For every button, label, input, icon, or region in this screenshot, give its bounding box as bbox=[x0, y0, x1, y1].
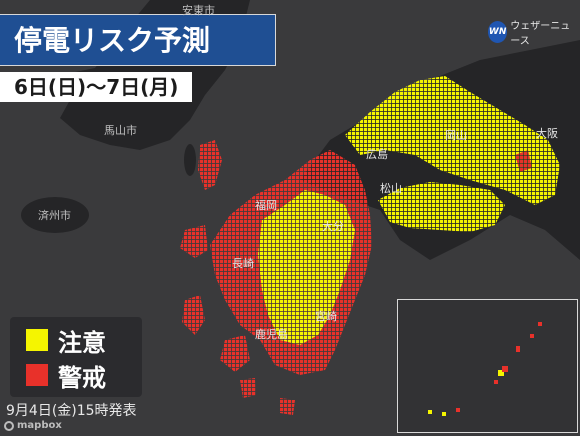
east-red-patch bbox=[515, 150, 532, 172]
legend-item-warning: 警戒 bbox=[26, 360, 106, 392]
city-label-osaka: 大阪 bbox=[536, 127, 558, 140]
issued-time: 9月4日(金)15時発表 bbox=[6, 403, 137, 419]
brand-name: ウェザーニュース bbox=[510, 21, 571, 47]
city-label-masan: 馬山市 bbox=[104, 124, 137, 137]
jeju-island bbox=[21, 197, 89, 233]
city-label-fukuoka: 福岡 bbox=[255, 199, 277, 212]
legend-label-warning: 警戒 bbox=[58, 363, 106, 392]
inset-islands bbox=[428, 322, 542, 416]
shikoku-caution bbox=[378, 182, 505, 232]
wn-logo-icon: WN bbox=[488, 21, 508, 43]
city-label-okayama: 岡山 bbox=[445, 129, 467, 142]
page-title: 停電リスク予測 bbox=[0, 14, 276, 66]
caution-swatch bbox=[26, 329, 48, 351]
mapbox-attribution[interactable]: mapbox bbox=[4, 420, 62, 431]
brand-logo: WN ウェザーニュース bbox=[488, 17, 580, 47]
city-label-miyazaki: 宮崎 bbox=[315, 310, 337, 323]
kyushu-caution bbox=[258, 190, 355, 345]
western-islands-warning bbox=[180, 140, 250, 372]
city-label-matsuyama: 松山 bbox=[380, 182, 402, 195]
okinawa-inset-map bbox=[397, 299, 578, 433]
city-label-hiroshima: 広島 bbox=[366, 148, 388, 161]
city-label-oita: 大分 bbox=[322, 220, 344, 233]
legend-item-caution: 注意 bbox=[26, 325, 106, 357]
city-label-jeju: 済州市 bbox=[38, 209, 71, 222]
legend: 注意 警戒 bbox=[10, 317, 142, 397]
chugoku-caution bbox=[345, 76, 560, 205]
mapbox-icon bbox=[4, 420, 14, 431]
mapbox-label: mapbox bbox=[17, 420, 62, 431]
legend-label-caution: 注意 bbox=[58, 328, 106, 357]
tsushima-island bbox=[184, 144, 196, 176]
date-range: 6日(日)〜7日(月) bbox=[0, 72, 192, 102]
city-label-anju: 安東市 bbox=[182, 4, 215, 17]
warning-swatch bbox=[26, 364, 48, 386]
city-label-kagoshima: 鹿児島 bbox=[255, 328, 288, 341]
city-label-nagasaki: 長崎 bbox=[232, 257, 254, 270]
southern-islands-warning bbox=[240, 378, 295, 415]
